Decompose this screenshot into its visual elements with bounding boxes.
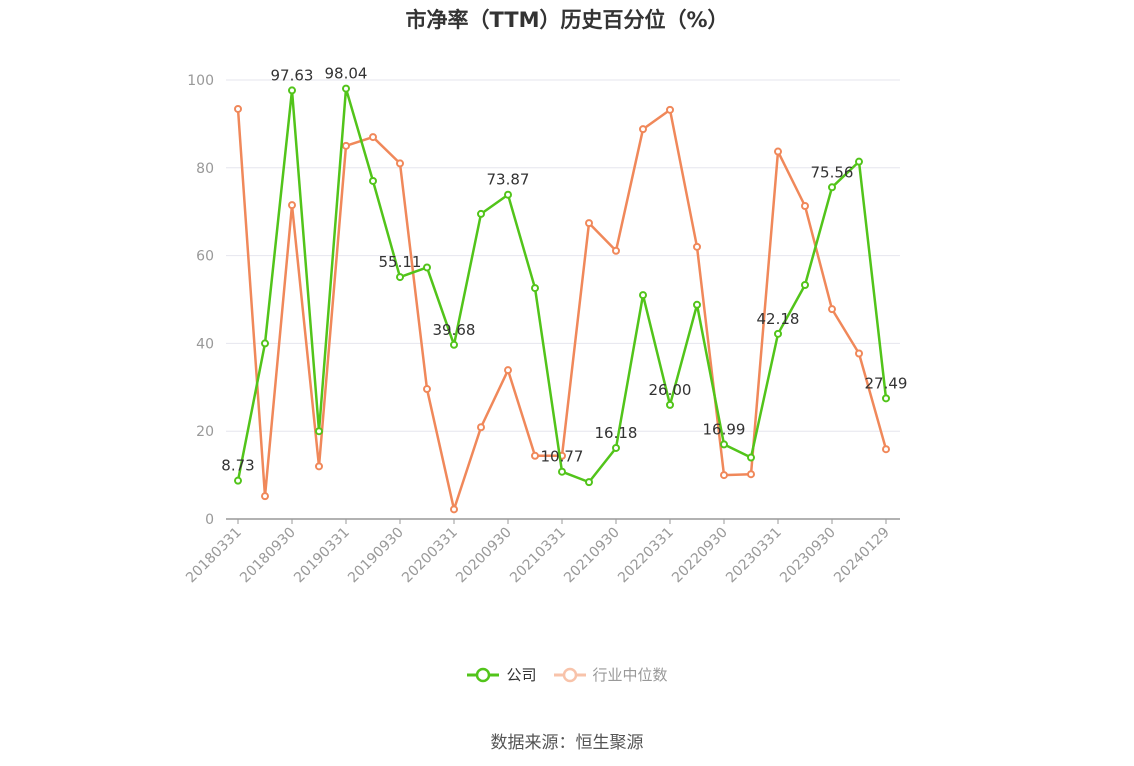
data-point: [747, 453, 755, 462]
y-tick-label: 40: [196, 336, 214, 352]
data-point: [585, 478, 593, 487]
x-tick-label: 20200930: [453, 525, 515, 587]
data-label: 73.87: [487, 171, 530, 189]
data-label: 10.77: [541, 448, 584, 466]
series-lines: [234, 84, 890, 514]
data-point: [504, 190, 512, 199]
data-point: [315, 462, 323, 471]
data-point: [531, 451, 539, 460]
data-point: [234, 104, 242, 113]
data-label: 42.18: [757, 310, 800, 328]
y-tick-label: 60: [196, 249, 214, 265]
data-label: 97.63: [271, 66, 314, 84]
data-point: [666, 105, 674, 114]
data-point: [423, 385, 431, 394]
data-point: [585, 219, 593, 228]
data-label: 27.49: [865, 374, 908, 392]
legend: 公司 行业中位数: [0, 664, 1134, 685]
data-point: [477, 423, 485, 432]
data-point: [504, 366, 512, 375]
source-note: 数据来源：恒生聚源: [490, 733, 644, 753]
data-point: [666, 400, 674, 409]
legend-label: 公司: [506, 666, 537, 684]
data-label: 98.04: [325, 65, 368, 83]
data-label: 75.56: [811, 163, 854, 181]
data-point: [720, 440, 728, 449]
x-tick-label: 20180930: [237, 525, 299, 587]
data-point: [531, 284, 539, 293]
grid-lines: [226, 79, 900, 432]
legend-item-1[interactable]: 行业中位数: [553, 664, 668, 685]
data-point: [369, 176, 377, 185]
y-tick-label: 80: [196, 161, 214, 177]
data-point: [261, 339, 269, 348]
data-point: [720, 471, 728, 480]
data-label: 16.18: [595, 424, 638, 442]
data-point: [693, 242, 701, 251]
legend-swatch: [467, 667, 500, 682]
x-tick-label: 20190331: [291, 525, 353, 587]
x-tick-label: 20230331: [723, 525, 785, 587]
data-point: [396, 159, 404, 168]
x-tick-label: 20180331: [183, 525, 245, 587]
data-label: 8.73: [221, 457, 254, 475]
data-point: [639, 125, 647, 134]
data-point: [801, 281, 809, 290]
legend-swatch: [553, 667, 586, 682]
x-tick-label: 20230930: [777, 525, 839, 587]
data-point: [315, 427, 323, 436]
data-point: [288, 86, 296, 95]
data-label: 16.99: [703, 420, 746, 438]
data-point: [369, 133, 377, 142]
y-tick-label: 20: [196, 424, 214, 440]
x-tick-label: 20190930: [345, 525, 407, 587]
x-tick-label: 20240129: [831, 525, 893, 587]
data-point: [639, 291, 647, 300]
data-point: [342, 141, 350, 150]
data-point: [612, 443, 620, 452]
data-point: [747, 470, 755, 479]
data-point: [828, 305, 836, 314]
data-point: [342, 84, 350, 93]
chart-title: 市净率（TTM）历史百分位（%）: [405, 8, 729, 32]
data-point: [828, 183, 836, 192]
data-label: 55.11: [379, 253, 422, 271]
data-point: [774, 147, 782, 156]
x-tick-label: 20210930: [561, 525, 623, 587]
legend-label: 行业中位数: [592, 666, 668, 684]
x-tick-label: 20200331: [399, 525, 461, 587]
data-labels: 8.73 97.63 98.04 55.11 39.68 73.87 10.77 16.18 2…: [221, 65, 907, 475]
data-point: [882, 394, 890, 403]
data-point: [612, 246, 620, 255]
data-point: [396, 273, 404, 282]
data-point: [855, 349, 863, 358]
data-label: 39.68: [433, 321, 476, 339]
data-point: [477, 209, 485, 218]
data-point: [450, 340, 458, 349]
data-point: [288, 201, 296, 210]
data-point: [774, 329, 782, 338]
data-point: [693, 300, 701, 309]
data-point: [423, 263, 431, 272]
y-tick-label: 0: [205, 512, 214, 528]
data-label: 26.00: [649, 381, 692, 399]
x-tick-label: 20220331: [615, 525, 677, 587]
data-point: [882, 445, 890, 454]
data-point: [261, 492, 269, 501]
legend-item-0[interactable]: 公司: [466, 664, 537, 685]
x-tick-label: 20220930: [669, 525, 731, 587]
data-point: [855, 157, 863, 166]
y-tick-label: 100: [187, 73, 214, 89]
data-point: [450, 505, 458, 514]
x-tick-label: 20210331: [507, 525, 569, 587]
data-point: [234, 476, 242, 485]
data-point: [801, 201, 809, 210]
data-point: [558, 467, 566, 476]
